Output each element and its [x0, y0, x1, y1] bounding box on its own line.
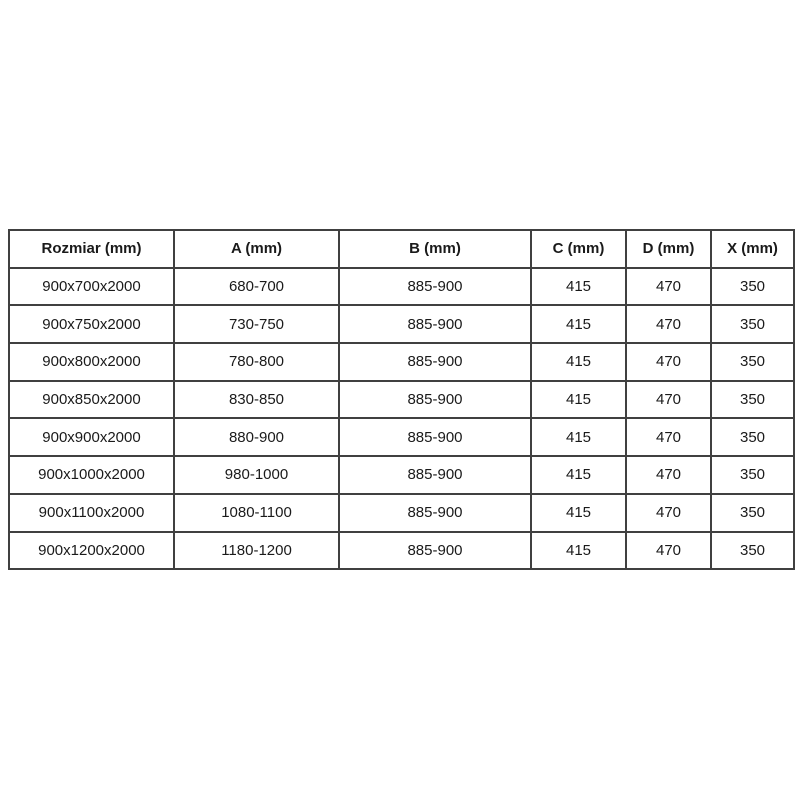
table-cell: 415 — [530, 530, 627, 571]
table-cell: 415 — [530, 417, 627, 458]
size-table: Rozmiar (mm) A (mm) B (mm) C (mm) D (mm) X (m… — [8, 229, 795, 571]
table-cell: 900x700x2000 — [8, 266, 175, 307]
table-cell: 415 — [530, 455, 627, 495]
table-row: 900x900x2000 880-900 885-900 415 470 350 — [8, 417, 795, 458]
table-cell: 1080-1100 — [173, 492, 340, 533]
header-cell: A (mm) — [173, 229, 340, 269]
table-row: 900x850x2000 830-850 885-900 415 470 350 — [8, 379, 795, 420]
table-cell: 470 — [625, 379, 712, 420]
table-body: 900x700x2000 680-700 885-900 415 470 350 900x7… — [8, 266, 795, 571]
table-cell: 470 — [625, 417, 712, 458]
table-cell: 470 — [625, 530, 712, 571]
table-cell: 880-900 — [173, 417, 340, 458]
table-cell: 415 — [530, 266, 627, 307]
header-cell: C (mm) — [530, 229, 627, 269]
header-cell: D (mm) — [625, 229, 712, 269]
table-cell: 350 — [710, 455, 795, 495]
table-row: 900x800x2000 780-800 885-900 415 470 350 — [8, 342, 795, 382]
table-cell: 350 — [710, 417, 795, 458]
table-cell: 885-900 — [338, 266, 532, 307]
table-cell: 900x750x2000 — [8, 304, 175, 345]
table-row: 900x750x2000 730-750 885-900 415 470 350 — [8, 304, 795, 345]
table-cell: 885-900 — [338, 342, 532, 382]
table-cell: 350 — [710, 379, 795, 420]
table-row: 900x1100x2000 1080-1100 885-900 415 470 350 — [8, 492, 795, 533]
table-cell: 900x850x2000 — [8, 379, 175, 420]
header-cell: B (mm) — [338, 229, 532, 269]
table-cell: 885-900 — [338, 455, 532, 495]
table-cell: 900x1200x2000 — [8, 530, 175, 571]
table-cell: 350 — [710, 492, 795, 533]
table-cell: 900x1000x2000 — [8, 455, 175, 495]
header-row: Rozmiar (mm) A (mm) B (mm) C (mm) D (mm) X (m… — [8, 229, 795, 269]
table-cell: 730-750 — [173, 304, 340, 345]
table-cell: 470 — [625, 266, 712, 307]
table-row: 900x700x2000 680-700 885-900 415 470 350 — [8, 266, 795, 307]
table-cell: 680-700 — [173, 266, 340, 307]
table-cell: 980-1000 — [173, 455, 340, 495]
table-cell: 415 — [530, 379, 627, 420]
table-cell: 830-850 — [173, 379, 340, 420]
table-row: 900x1000x2000 980-1000 885-900 415 470 350 — [8, 455, 795, 495]
table-cell: 470 — [625, 342, 712, 382]
table-cell: 415 — [530, 304, 627, 345]
table-cell: 885-900 — [338, 530, 532, 571]
table-cell: 470 — [625, 304, 712, 345]
table-cell: 1180-1200 — [173, 530, 340, 571]
header-cell: X (mm) — [710, 229, 795, 269]
table-cell: 885-900 — [338, 492, 532, 533]
table-cell: 350 — [710, 304, 795, 345]
table-cell: 415 — [530, 492, 627, 533]
table-cell: 885-900 — [338, 417, 532, 458]
table-cell: 415 — [530, 342, 627, 382]
table-cell: 885-900 — [338, 304, 532, 345]
table-cell: 470 — [625, 455, 712, 495]
table-cell: 885-900 — [338, 379, 532, 420]
table-cell: 350 — [710, 342, 795, 382]
table-cell: 780-800 — [173, 342, 340, 382]
table-cell: 350 — [710, 530, 795, 571]
header-cell: Rozmiar (mm) — [8, 229, 175, 269]
table-cell: 470 — [625, 492, 712, 533]
table-cell: 900x800x2000 — [8, 342, 175, 382]
table-cell: 900x1100x2000 — [8, 492, 175, 533]
table-row: 900x1200x2000 1180-1200 885-900 415 470 350 — [8, 530, 795, 571]
table-cell: 900x900x2000 — [8, 417, 175, 458]
table-cell: 350 — [710, 266, 795, 307]
